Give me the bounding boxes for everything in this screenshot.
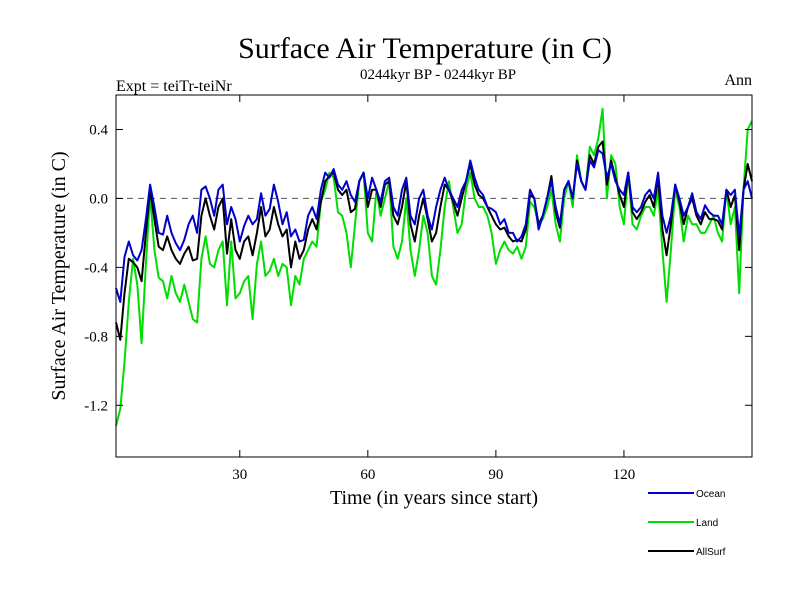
x-tick-label: 120 — [613, 467, 636, 483]
y-axis-label: Surface Air Temperature (in C) — [48, 151, 70, 400]
plot-frame — [115, 94, 753, 458]
series-layer — [115, 107, 753, 427]
legend-label-ocean: Ocean — [696, 489, 725, 500]
y-tick-label: 0.0 — [89, 191, 108, 207]
y-tick-label: 0.4 — [89, 122, 108, 138]
chart-title: Surface Air Temperature (in C) — [238, 32, 612, 65]
x-tick-label: 90 — [488, 467, 503, 483]
experiment-label: Expt = teiTr-teiNr — [116, 78, 232, 95]
y-tick-label: -0.4 — [84, 260, 108, 276]
chart-subtitle: 0244kyr BP - 0244kyr BP — [360, 67, 516, 83]
season-label: Ann — [724, 72, 752, 89]
x-tick-label: 30 — [232, 467, 247, 483]
legend-label-land: Land — [696, 518, 718, 529]
legend-label-allsurf: AllSurf — [696, 547, 726, 558]
y-tick-label: -0.8 — [84, 329, 108, 345]
legend: Ocean Land AllSurf — [648, 489, 726, 558]
series-line-ocean — [115, 149, 753, 303]
series-line-allsurf — [115, 140, 753, 341]
x-tick-label: 60 — [360, 467, 375, 483]
axis-layer: 30 60 90 120 0.4 0.0 -0.4 -0.8 -1.2 — [84, 95, 752, 483]
y-tick-label: -1.2 — [84, 398, 108, 414]
series-line-land — [115, 107, 753, 427]
x-axis-label: Time (in years since start) — [330, 487, 538, 509]
